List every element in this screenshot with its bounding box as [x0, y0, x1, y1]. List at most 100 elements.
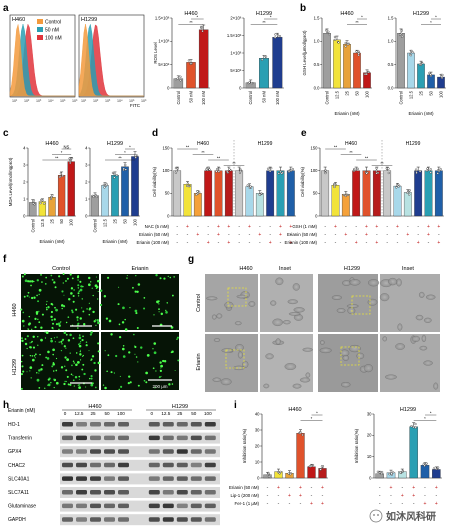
- blot-band: [148, 435, 160, 441]
- fluor-cell: [70, 287, 74, 290]
- data-point: [367, 71, 370, 74]
- blot-lane-label: 25: [177, 411, 183, 416]
- fluor-cell: [71, 364, 73, 367]
- fluor-cell: [72, 379, 75, 382]
- blot-lane-label: 100: [204, 411, 212, 416]
- fluor-cell: [153, 351, 157, 355]
- fluor-cell: [135, 274, 137, 277]
- y-tick-label: 0: [257, 475, 260, 480]
- fluor-cell: [36, 378, 40, 382]
- fluor-cell: [68, 298, 71, 301]
- tem-organelle: [234, 321, 242, 326]
- data-point: [218, 167, 221, 170]
- data-point: [279, 170, 282, 173]
- data-point: [410, 425, 413, 428]
- tem-organelle: [320, 340, 325, 345]
- data-point: [333, 185, 336, 189]
- data-point: [355, 50, 358, 53]
- data-point: [279, 470, 282, 473]
- data-point: [409, 54, 412, 57]
- significance-label: **: [262, 20, 266, 25]
- fluor-cell: [77, 295, 80, 297]
- blot-band: [76, 503, 87, 509]
- data-point: [365, 73, 368, 76]
- blot-band: [176, 449, 188, 454]
- bar: [48, 197, 56, 217]
- fluor-cell: [30, 284, 32, 287]
- fluor-cell: [27, 280, 30, 283]
- fluor-cell: [78, 290, 81, 293]
- treatment-sign: +: [258, 232, 261, 238]
- tem-organelle: [292, 283, 300, 291]
- fluor-cell: [82, 355, 84, 357]
- fluor-cell: [89, 333, 92, 336]
- treatment-sign: -: [424, 493, 426, 499]
- y-tick-label: 0.0: [388, 85, 394, 90]
- significance-label: **: [217, 155, 221, 160]
- flow-histograms: H460 H1299 Control 50 nM 100 nM 10¹ 10² 10…: [9, 14, 147, 108]
- blot-band: [190, 490, 202, 495]
- fluor-cell: [95, 324, 97, 326]
- fluor-image-h1299-erianin: [101, 332, 179, 390]
- fluor-cell: [165, 311, 168, 314]
- tem-organelle: [212, 377, 222, 382]
- chart-a-ros-h460: 0 5×10⁵ 1×10⁶ 1.5×10⁶ H460 ROS Level Control 50…: [153, 11, 210, 105]
- fluor-cell: [23, 325, 25, 327]
- inset-box: [340, 346, 360, 366]
- treatment-row-label: NAC (5 mM): [145, 224, 170, 229]
- fluor-cell: [97, 350, 100, 353]
- treatment-sign: +: [427, 224, 430, 230]
- blot-band: [162, 517, 174, 522]
- tem-organelle: [426, 294, 436, 300]
- treatment-sign: -: [376, 232, 378, 238]
- blot-lane-label: 25: [90, 411, 96, 416]
- significance-label: **: [186, 144, 190, 149]
- fluor-cell: [45, 303, 48, 305]
- chart-i-inhibition-h460: 0 10 20 30 40 H460 Inhibition ratio(%) **: [242, 407, 328, 480]
- data-point: [32, 199, 36, 202]
- blot-band: [190, 476, 202, 481]
- fluor-cell: [136, 290, 139, 293]
- fluor-cell: [163, 360, 167, 363]
- y-axis-label: Cell viability(%): [300, 166, 305, 197]
- treatment-sign: -: [197, 224, 199, 230]
- fluor-cell: [44, 337, 47, 339]
- fluor-cell: [21, 319, 25, 323]
- y-axis-label: Cell viability(%): [152, 166, 157, 197]
- bar: [121, 166, 129, 217]
- blot-band: [190, 422, 202, 427]
- bar: [403, 192, 412, 217]
- tem-organelle: [265, 353, 274, 360]
- bar: [307, 466, 316, 479]
- data-point: [388, 473, 391, 476]
- fluor-cell: [70, 373, 73, 376]
- fluor-cell: [34, 326, 37, 329]
- fluor-cell: [61, 339, 64, 342]
- tem-organelle: [342, 355, 350, 361]
- treatment-sign: -: [428, 240, 430, 246]
- tem-organelle: [379, 293, 390, 302]
- data-point: [103, 186, 106, 189]
- data-point: [376, 470, 380, 473]
- treatment-sign: +: [355, 240, 358, 246]
- data-point: [381, 470, 384, 474]
- fluor-cell: [36, 279, 39, 282]
- data-point: [395, 186, 398, 189]
- x-axis-label: Erianin (nM): [334, 111, 359, 116]
- fluor-cell: [65, 333, 68, 336]
- fluor-cell: [44, 387, 46, 389]
- fluor-col-control: Control: [52, 266, 70, 272]
- bar: [276, 170, 285, 217]
- tem-organelle: [211, 314, 217, 320]
- bar: [214, 170, 223, 217]
- blot-band: [176, 435, 188, 441]
- histogram-x-tick: 10¹: [12, 99, 18, 103]
- fluor-cell: [91, 287, 93, 289]
- fluor-cell: [117, 303, 120, 306]
- data-point: [344, 194, 347, 197]
- x-tick-label: 12.5: [409, 90, 414, 99]
- treatment-sign: -: [335, 232, 337, 238]
- data-point: [266, 473, 269, 477]
- fluor-cell: [70, 292, 73, 295]
- blot-band: [62, 476, 73, 481]
